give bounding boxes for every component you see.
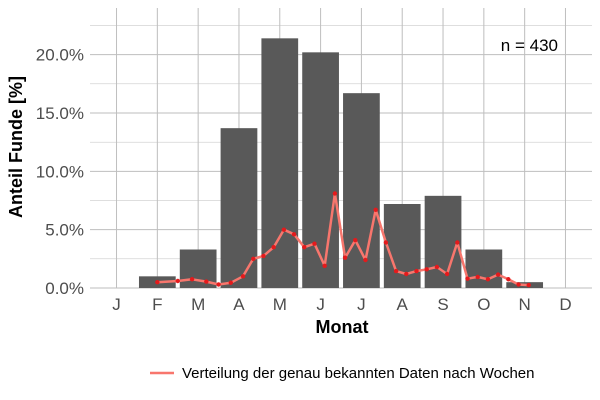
x-tick-label: A bbox=[233, 295, 245, 314]
weekly-distribution-line-layer bbox=[155, 191, 531, 288]
weekly-point bbox=[414, 268, 419, 274]
y-tick-labels: 0.0% 5.0% 10.0% 15.0% 20.0% bbox=[36, 46, 84, 298]
bar bbox=[465, 249, 503, 288]
bars bbox=[138, 38, 544, 289]
weekly-point bbox=[485, 277, 491, 282]
weekly-point bbox=[204, 279, 209, 284]
x-axis-title: Monat bbox=[316, 317, 369, 337]
weekly-point bbox=[404, 271, 409, 277]
x-tick-label: J bbox=[316, 295, 325, 314]
x-tick-label: A bbox=[397, 295, 409, 314]
x-tick-label: J bbox=[357, 295, 366, 314]
bar bbox=[220, 128, 258, 288]
weekly-point bbox=[383, 240, 389, 245]
legend: Verteilung der genau bekannten Daten nac… bbox=[150, 365, 535, 382]
weekly-point bbox=[393, 268, 399, 274]
weekly-point bbox=[322, 263, 327, 269]
weekly-point bbox=[516, 282, 521, 287]
weekly-point bbox=[424, 267, 429, 272]
weekly-point bbox=[155, 279, 160, 285]
weekly-point bbox=[373, 207, 378, 213]
weekly-point bbox=[506, 277, 511, 282]
legend-label: Verteilung der genau bekannten Daten nac… bbox=[182, 365, 535, 382]
weekly-point bbox=[291, 232, 297, 237]
x-tick-label: F bbox=[152, 295, 162, 314]
x-tick-label: O bbox=[477, 295, 490, 314]
weekly-point bbox=[271, 244, 276, 250]
weekly-point bbox=[342, 255, 348, 260]
weekly-point bbox=[332, 191, 338, 196]
weekly-point bbox=[175, 278, 180, 284]
weekly-point bbox=[281, 227, 287, 232]
weekly-point bbox=[240, 274, 246, 279]
weekly-point bbox=[475, 274, 480, 280]
x-tick-label: J bbox=[112, 295, 121, 314]
y-tick-label: 5.0% bbox=[45, 221, 84, 240]
x-tick-label: M bbox=[191, 295, 205, 314]
y-axis-title: Anteil Funde [%] bbox=[6, 76, 26, 218]
weekly-point bbox=[495, 272, 501, 277]
weekly-point bbox=[353, 237, 358, 243]
weekly-point bbox=[216, 282, 221, 287]
weekly-point bbox=[444, 271, 450, 277]
weekly-point bbox=[465, 276, 470, 281]
weekly-point bbox=[526, 282, 531, 288]
weekly-point bbox=[363, 257, 368, 263]
bar bbox=[261, 38, 299, 289]
weekly-point bbox=[189, 277, 195, 282]
x-tick-label: N bbox=[519, 295, 531, 314]
y-tick-label: 10.0% bbox=[36, 162, 84, 181]
y-tick-label: 15.0% bbox=[36, 104, 84, 123]
weekly-point bbox=[302, 244, 307, 250]
bar bbox=[343, 93, 380, 289]
weekly-point bbox=[228, 280, 234, 285]
x-tick-label: D bbox=[559, 295, 571, 314]
weekly-point bbox=[261, 253, 266, 259]
weekly-point bbox=[312, 241, 317, 246]
y-tick-label: 0.0% bbox=[45, 279, 84, 298]
y-tick-label: 20.0% bbox=[36, 46, 84, 65]
bar bbox=[383, 204, 421, 288]
x-tick-label: M bbox=[273, 295, 287, 314]
sample-size-annotation: n = 430 bbox=[501, 36, 558, 55]
weekly-point bbox=[434, 264, 440, 270]
weekly-point bbox=[455, 240, 460, 245]
weekly-point bbox=[251, 256, 256, 262]
x-tick-label: S bbox=[437, 295, 448, 314]
bar bbox=[302, 52, 339, 289]
